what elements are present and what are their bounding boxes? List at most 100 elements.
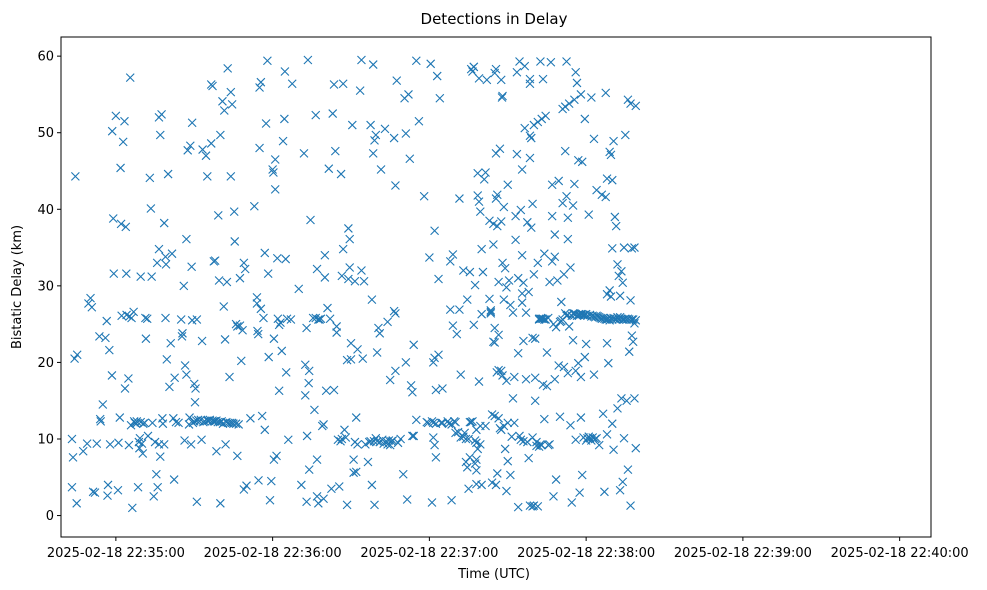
data-point [304,465,314,475]
data-point [520,123,530,133]
data-point [213,211,223,220]
data-point [389,133,399,143]
data-point [611,221,621,231]
data-point [502,486,511,496]
data-point [473,444,483,454]
data-point [370,135,379,145]
data-point [562,57,571,66]
data-point [494,330,504,340]
data-point [238,325,247,335]
data-point [294,284,304,294]
data-point [358,354,368,363]
data-point [526,133,536,143]
data-point [190,397,200,407]
data-point [564,99,574,109]
data-point [586,93,596,102]
data-point [556,297,566,307]
x-tick-label: 2025-02-18 22:36:00 [204,546,342,561]
data-point [157,109,166,119]
data-point [496,217,506,226]
data-point [563,213,573,223]
data-point [185,413,194,422]
data-point [494,365,504,375]
data-point [516,435,526,445]
data-point [218,96,227,106]
data-point [524,287,534,297]
data-point [533,501,543,511]
data-point [286,315,296,324]
data-point [208,81,217,91]
data-point [452,329,462,339]
data-point [304,378,314,388]
data-point [312,492,322,501]
data-point [589,134,599,144]
data-point [601,192,611,202]
data-point [229,207,239,216]
data-point [554,176,564,186]
data-point [538,74,548,84]
data-point [626,296,635,305]
data-point [154,244,164,254]
data-point [346,354,356,364]
data-point [502,376,511,386]
data-point [137,439,147,448]
data-point [210,256,220,265]
data-point [296,480,306,490]
data-point [355,86,365,95]
data-point [274,386,284,396]
data-point [266,476,276,486]
data-point [383,317,392,327]
data-point [114,438,123,448]
data-point [178,328,187,338]
data-point [526,223,536,233]
data-point [300,390,310,400]
data-point [121,222,131,232]
data-point [299,148,309,158]
data-point [201,151,211,161]
data-point [620,130,630,140]
data-point [464,434,473,444]
data-point [226,171,236,181]
data-point [332,328,342,337]
data-point [550,252,560,262]
data-point [408,431,417,441]
data-point [159,439,169,449]
data-series-detections [67,55,641,513]
data-point [406,381,416,390]
data-point [499,295,509,305]
data-point [468,416,477,426]
data-point [619,433,629,443]
data-point [607,243,617,253]
data-point [220,335,230,344]
data-point [401,129,411,138]
data-point [490,338,500,347]
data-point [569,179,579,189]
data-point [525,131,535,141]
data-point [320,273,330,282]
data-point [470,436,480,445]
data-point [426,59,436,69]
x-tick-label: 2025-02-18 22:35:00 [47,546,185,561]
data-point [534,442,544,452]
data-point [219,106,229,115]
data-point [486,305,496,315]
data-point [225,372,234,382]
data-point [78,446,88,456]
data-point [330,146,340,156]
data-point [474,377,484,386]
data-point [575,488,584,497]
data-point [163,169,173,179]
data-point [505,300,515,310]
data-point [357,266,366,275]
data-point [115,413,125,422]
data-point [465,452,475,462]
data-point [492,469,502,478]
data-point [613,260,622,269]
data-point [475,439,485,449]
data-point [191,384,200,393]
x-tick-label: 2025-02-18 22:37:00 [360,546,498,561]
data-point [148,418,157,428]
data-point [109,269,119,278]
data-point [495,144,505,154]
data-point [232,451,242,461]
